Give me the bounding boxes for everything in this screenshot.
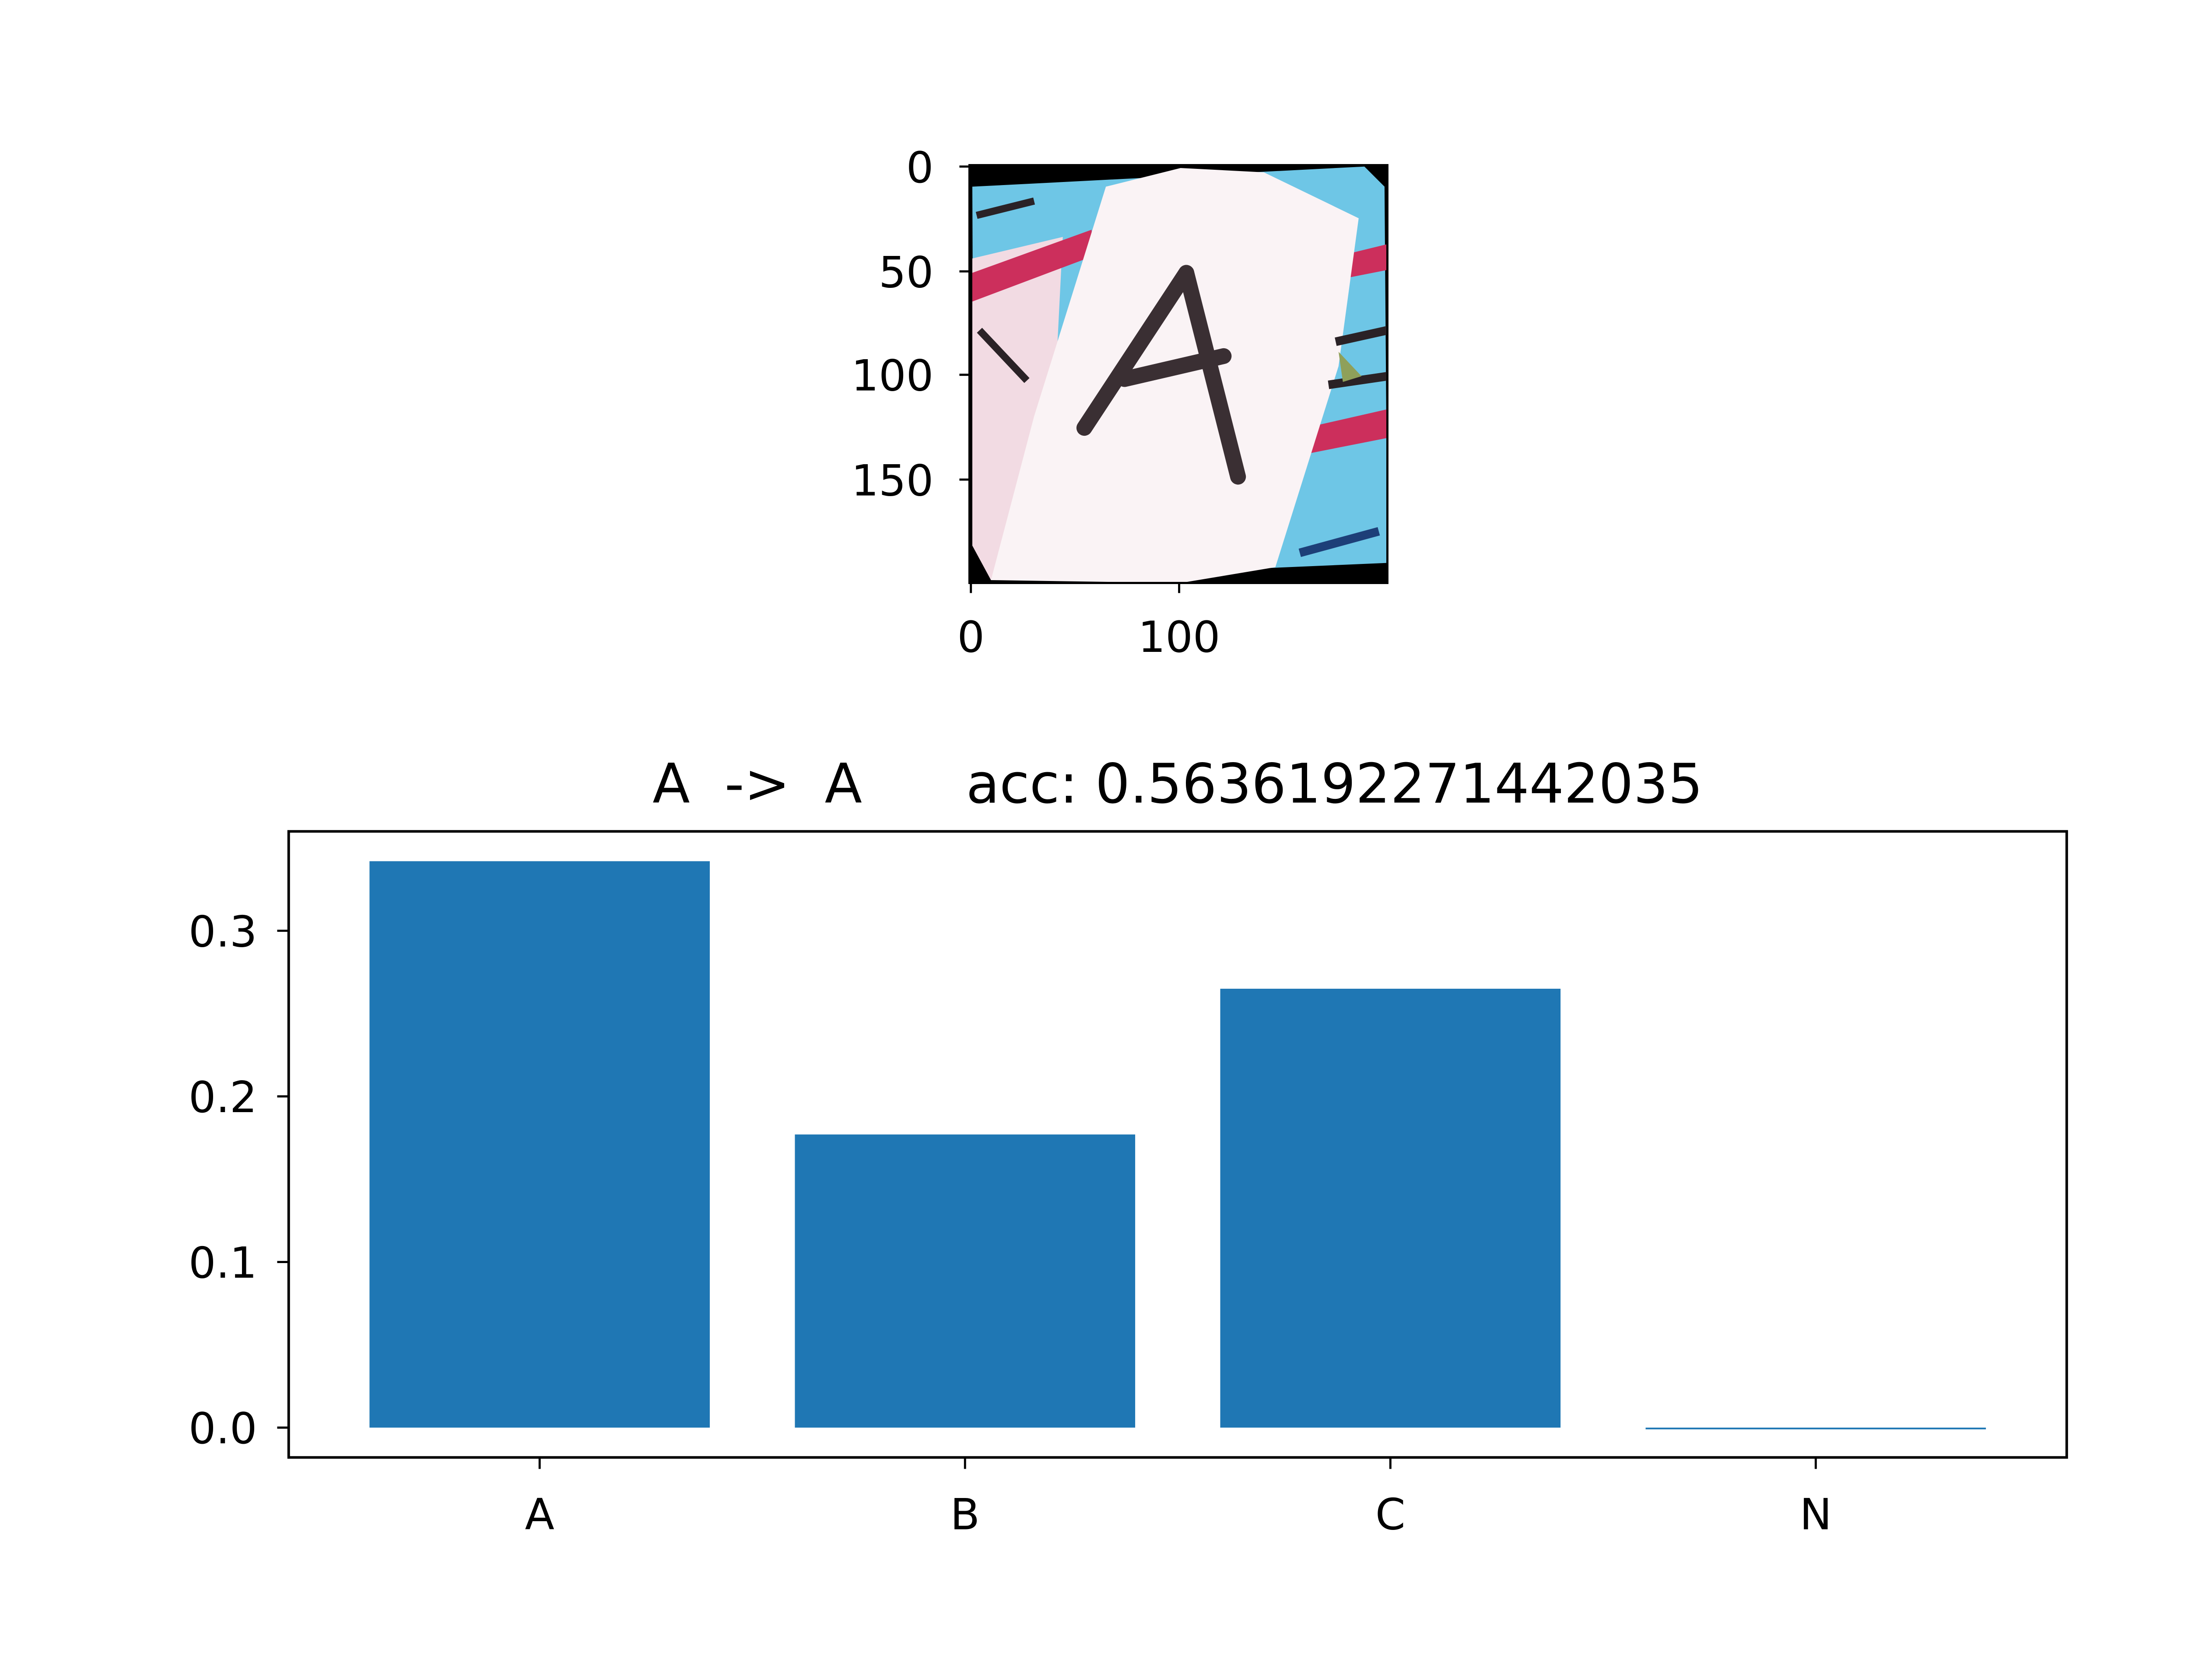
- image-xtick-label: 0: [957, 612, 985, 662]
- image-y-axis: 0 50 100 150: [851, 143, 970, 506]
- bar-c: [1220, 988, 1561, 1428]
- ytick-label: 0.1: [189, 1239, 257, 1288]
- plot-frame: [287, 830, 2068, 1459]
- image-xtick-label: 100: [1138, 612, 1220, 662]
- ytick-label: 0.2: [189, 1073, 257, 1123]
- image-green-mark: [1338, 352, 1362, 382]
- image-ytick-label: 50: [879, 248, 933, 298]
- image-ytick-label: 150: [851, 456, 933, 506]
- xtick-label: C: [1375, 1490, 1406, 1540]
- image-stripe-red-1: [972, 230, 1094, 302]
- image-stripe-red-2: [1292, 409, 1388, 457]
- image-ytick-label: 100: [851, 351, 933, 401]
- image-ytick-label: 0: [906, 143, 934, 193]
- bar-b: [795, 1134, 1136, 1428]
- image-dark-stroke-5: [1298, 527, 1380, 557]
- chart-title: A -> A acc: 0.5636192271442035: [652, 752, 1703, 816]
- image-letter-a: [1076, 265, 1246, 485]
- image-dark-stroke-2: [977, 328, 1030, 383]
- bar-n: [1645, 1428, 1986, 1430]
- image-dark-stroke-4: [1328, 372, 1388, 389]
- image-panel: 0 50 100 150 0 100: [851, 143, 1389, 662]
- ytick-label: 0.0: [189, 1404, 257, 1454]
- ytick-label: 0.3: [189, 907, 257, 957]
- bars: [369, 861, 1986, 1430]
- y-axis: 0.0 0.1 0.2 0.3: [189, 907, 289, 1454]
- xtick-label: A: [525, 1490, 554, 1540]
- image-dark-stroke-1: [975, 197, 1035, 219]
- image-x-axis: 0 100: [957, 583, 1220, 662]
- bar-chart: A -> A acc: 0.5636192271442035 0.0 0.1 0.2…: [189, 752, 2068, 1540]
- xtick-label: B: [950, 1490, 980, 1540]
- xtick-label: N: [1800, 1490, 1832, 1540]
- bar-a: [369, 861, 710, 1428]
- image-dark-stroke-3: [1335, 326, 1388, 346]
